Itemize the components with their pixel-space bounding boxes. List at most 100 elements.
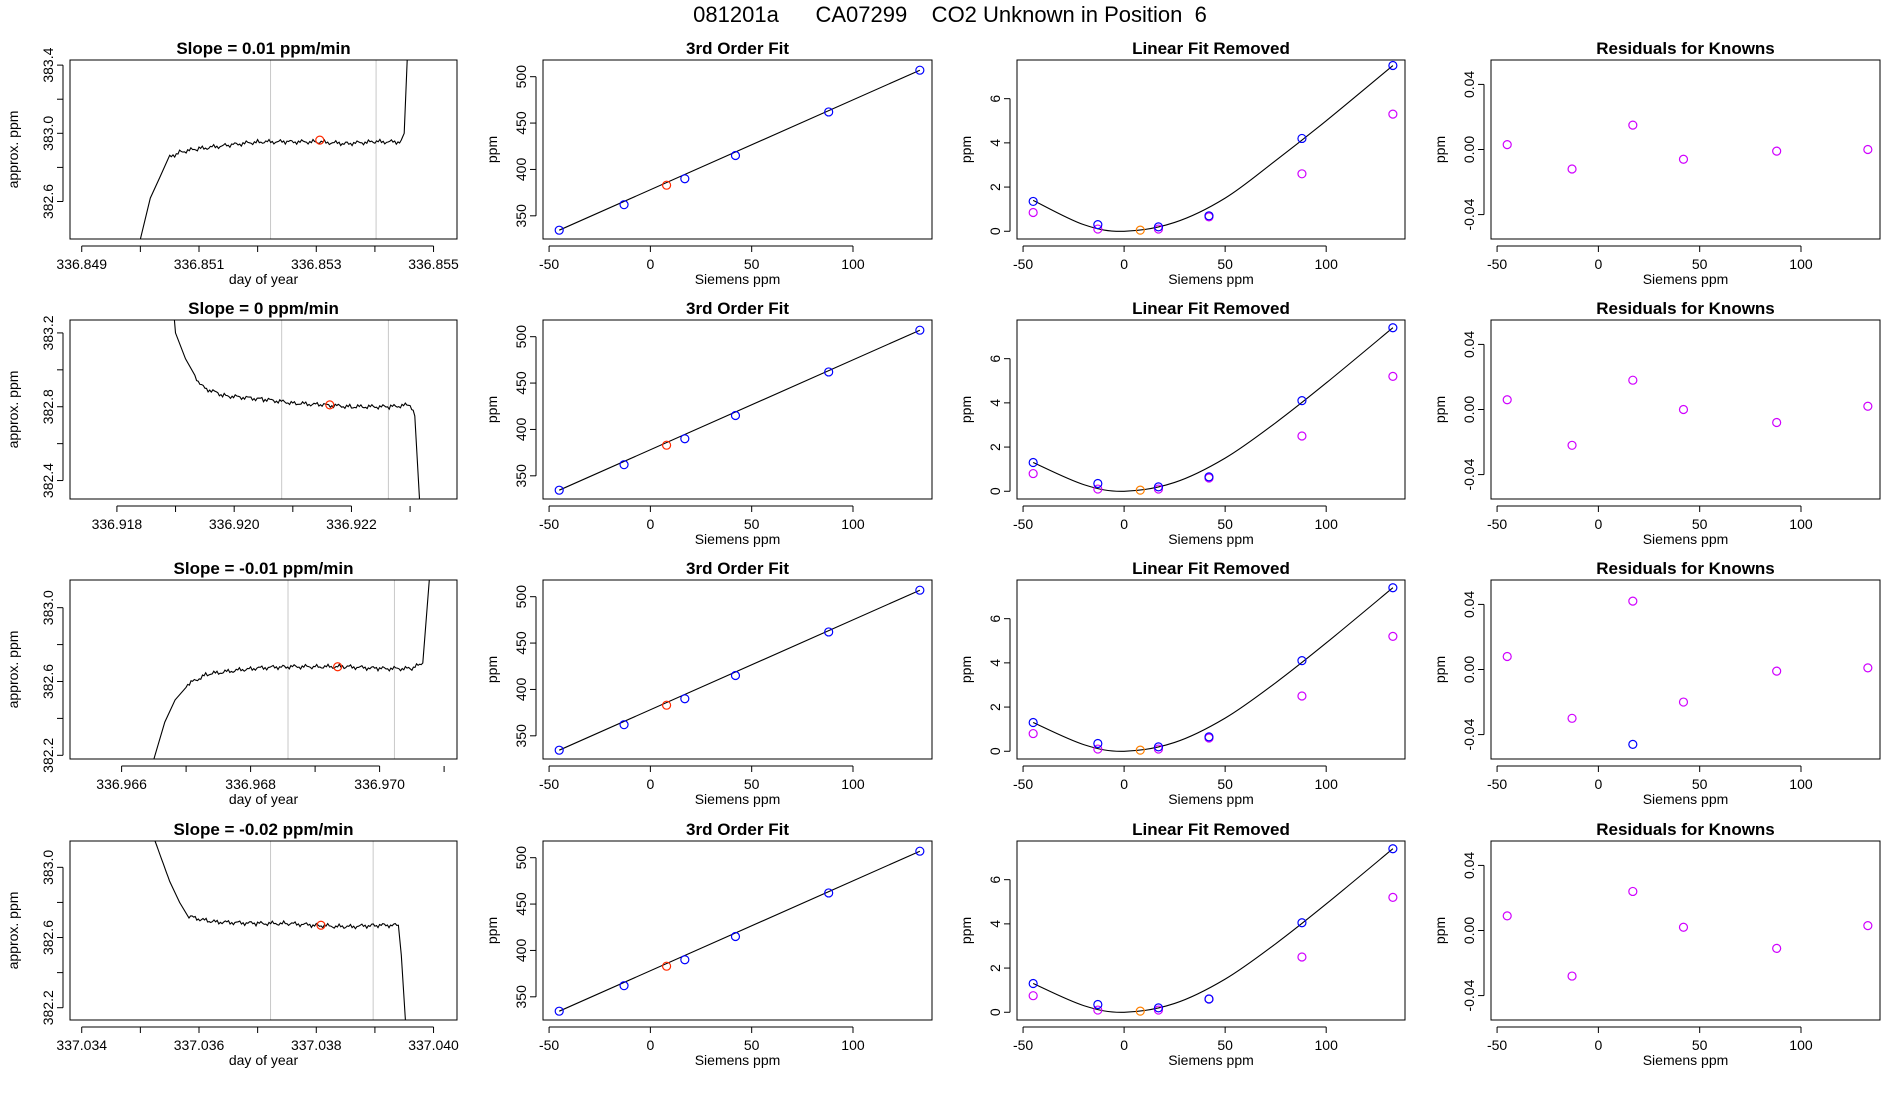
r4-lin-magenta-point [1093, 1005, 1103, 1015]
r1-fit-y-tick-label: 350 [513, 204, 529, 228]
r3-lin-panel: Linear Fit Removed -50 0 50 100 Siemens ppm 0 2… [958, 559, 1406, 807]
r1-trace-y-tick-label: 382.6 [40, 184, 56, 219]
r2-res-residual-point [1502, 395, 1512, 405]
r3-trace-x-tick-label: 336.968 [225, 776, 276, 792]
r2-lin-known-point [1093, 478, 1103, 489]
r1-lin-magenta-point [1028, 207, 1038, 218]
r4-res-x-label: Siemens ppm [1643, 1052, 1729, 1068]
r4-fit-known-point [730, 931, 741, 942]
r1-trace-x-tick-label: 336.851 [174, 256, 225, 272]
r1-fit-known-point [554, 225, 564, 235]
r4-fit-y-tick-label: 350 [513, 985, 529, 1009]
r1-res-x-tick-label: 100 [1789, 256, 1813, 272]
r2-fit-plot-frame [542, 319, 933, 500]
r3-trace-y-tick-label: 383.0 [40, 590, 56, 625]
r1-fit-fit-line [558, 69, 921, 231]
r2-trace-y-tick-label: 383.2 [40, 315, 56, 350]
r3-lin-x-tick-label: 100 [1315, 776, 1339, 792]
r4-trace-plot-frame [69, 840, 458, 1021]
r1-res-x-tick-label: -50 [1487, 256, 1507, 272]
r3-lin-y-tick-label: 2 [987, 703, 1003, 711]
r4-res-residual-point [1863, 921, 1873, 931]
r1-res-y-label: ppm [1432, 136, 1448, 163]
r3-res-title: Residuals for Knowns [1596, 559, 1775, 578]
r1-fit-known-point [915, 65, 925, 75]
r1-res-residual-point [1628, 120, 1638, 130]
r4-fit-plot-area [554, 846, 925, 1016]
r4-fit-fit-line [558, 850, 921, 1012]
r4-trace-unknown-marker [316, 920, 326, 930]
r2-trace-x-tick-label: 336.920 [209, 516, 260, 532]
r3-fit-x-tick-label: 100 [841, 776, 865, 792]
r2-lin-known-point [1028, 457, 1038, 468]
r2-trace-y-tick-label: 382.8 [40, 389, 56, 424]
r4-trace-y-label: approx. ppm [5, 892, 21, 970]
r4-trace-y-tick-label: 382.2 [40, 990, 56, 1025]
r1-lin-x-tick-label: 50 [1217, 256, 1233, 272]
r3-trace-x-tick-label: 336.966 [96, 776, 147, 792]
r1-lin-x-tick-label: 100 [1315, 256, 1339, 272]
r3-lin-magenta-point [1093, 744, 1103, 754]
r4-lin-magenta-point [1028, 991, 1038, 1001]
r1-trace-panel: Slope = 0.01 ppm/min 336.849 336.851 336.85… [5, 39, 459, 287]
r3-res-residual-point [1678, 697, 1689, 707]
r3-lin-x-label: Siemens ppm [1168, 791, 1254, 807]
r3-res-y-tick-label: -0.04 [1461, 718, 1477, 750]
r3-res-residual-point [1628, 596, 1638, 606]
r1-lin-y-label: ppm [958, 136, 974, 163]
r4-lin-plot-area [1028, 844, 1398, 1016]
r4-lin-title: Linear Fit Removed [1132, 820, 1290, 839]
r1-lin-plot-frame [1016, 59, 1406, 240]
r4-res-residual-point [1772, 943, 1782, 954]
r4-res-x-tick-label: 50 [1692, 1037, 1708, 1053]
r2-fit-y-tick-label: 450 [513, 371, 529, 395]
r2-lin-y-tick-label: 4 [987, 399, 1003, 407]
r1-trace-plot-frame [69, 59, 458, 240]
r3-fit-y-label: ppm [484, 656, 500, 683]
r2-res-title: Residuals for Knowns [1596, 299, 1775, 318]
r4-trace-title: Slope = -0.02 ppm/min [174, 820, 354, 839]
r2-trace-plot-area [173, 320, 421, 499]
r3-fit-x-label: Siemens ppm [695, 791, 781, 807]
r1-res-x-tick-label: 50 [1692, 256, 1708, 272]
r3-res-x-tick-label: 0 [1594, 776, 1602, 792]
r3-res-residual-point [1863, 663, 1873, 673]
r3-lin-x-tick-label: 50 [1217, 776, 1233, 792]
r4-trace-x-tick-label: 337.040 [408, 1037, 459, 1053]
r2-lin-known-point [1297, 396, 1307, 406]
r2-trace-y-label: approx. ppm [5, 371, 21, 449]
r1-lin-known-point [1297, 133, 1307, 144]
r4-res-residual-point [1502, 911, 1512, 921]
r2-fit-y-label: ppm [484, 396, 500, 423]
r4-lin-y-tick-label: 4 [987, 920, 1003, 928]
r2-fit-known-point [619, 460, 629, 470]
r2-res-x-label: Siemens ppm [1643, 531, 1729, 547]
r4-res-title: Residuals for Knowns [1596, 820, 1775, 839]
r3-fit-panel: 3rd Order Fit -50 0 50 100 Siemens ppm 350 400 4… [484, 559, 933, 807]
r3-lin-y-tick-label: 0 [987, 747, 1003, 755]
r2-res-y-tick-label: -0.04 [1461, 458, 1477, 490]
r4-lin-y-tick-label: 2 [987, 964, 1003, 972]
r2-trace-trace-line [173, 320, 421, 499]
r3-res-y-label: ppm [1432, 656, 1448, 683]
r1-lin-plot-area [1028, 60, 1398, 235]
r3-lin-magenta-point [1297, 691, 1307, 701]
r4-fit-title: 3rd Order Fit [686, 820, 789, 839]
r1-fit-x-tick-label: 0 [646, 256, 654, 272]
r4-lin-known-point [1388, 844, 1398, 854]
r3-res-residual-point [1567, 713, 1577, 723]
r4-fit-x-label: Siemens ppm [695, 1052, 781, 1068]
r4-fit-y-tick-label: 450 [513, 892, 529, 916]
r3-res-plot-frame [1490, 579, 1881, 760]
r4-lin-known-point [1028, 978, 1038, 989]
r3-res-residual-point [1502, 651, 1512, 662]
r3-lin-title: Linear Fit Removed [1132, 559, 1290, 578]
r2-res-x-tick-label: -50 [1487, 516, 1507, 532]
r2-fit-y-tick-label: 350 [513, 464, 529, 488]
r2-fit-known-point [730, 410, 741, 421]
r3-res-x-tick-label: 50 [1692, 776, 1708, 792]
r4-fit-x-tick-label: 50 [744, 1037, 760, 1053]
r4-res-y-tick-label: -0.04 [1461, 979, 1477, 1011]
r1-lin-magenta-point [1297, 169, 1307, 179]
